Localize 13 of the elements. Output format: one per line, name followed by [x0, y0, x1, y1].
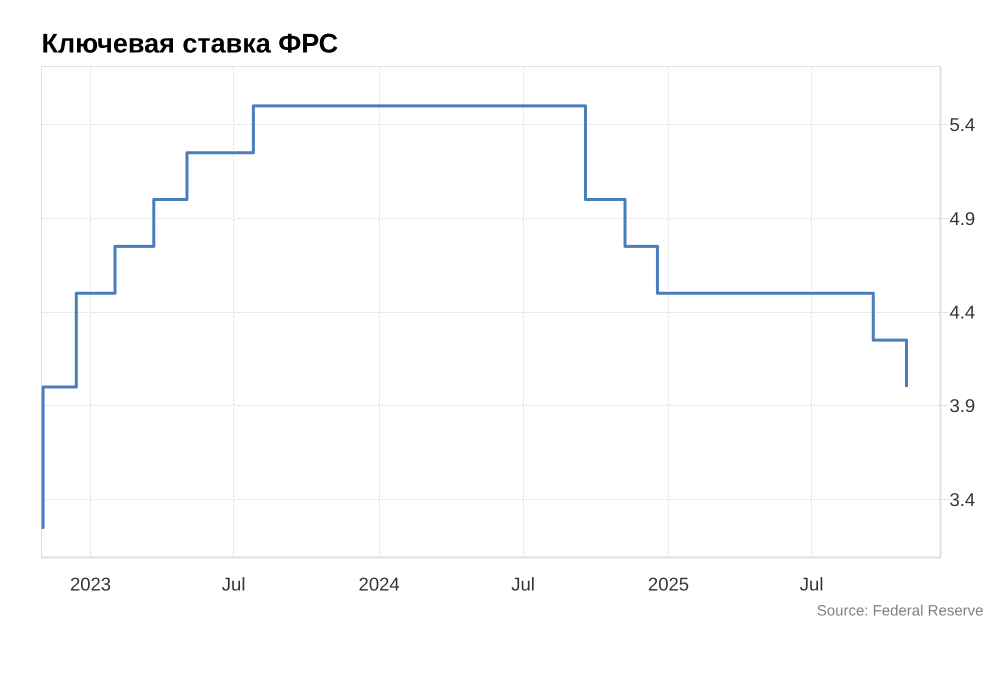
y-tick-label: 3.4 [950, 488, 976, 510]
x-tick-label: 2024 [358, 574, 400, 594]
source-note: Source: Federal Reserve [816, 602, 984, 620]
y-tick-label: 4.9 [950, 208, 976, 229]
x-tick-label: Jul [800, 574, 824, 594]
x-tick-label: Jul [511, 574, 535, 594]
y-tick-label: 4.4 [950, 302, 976, 322]
y-tick-label: 5.4 [950, 114, 976, 136]
x-tick-label: 2025 [648, 574, 690, 594]
chart-title: Ключевая ставка ФРС [42, 28, 338, 58]
y-tick-label: 3.9 [950, 395, 976, 416]
x-tick-label: Jul [222, 574, 246, 594]
x-tick-label: 2023 [70, 574, 112, 594]
